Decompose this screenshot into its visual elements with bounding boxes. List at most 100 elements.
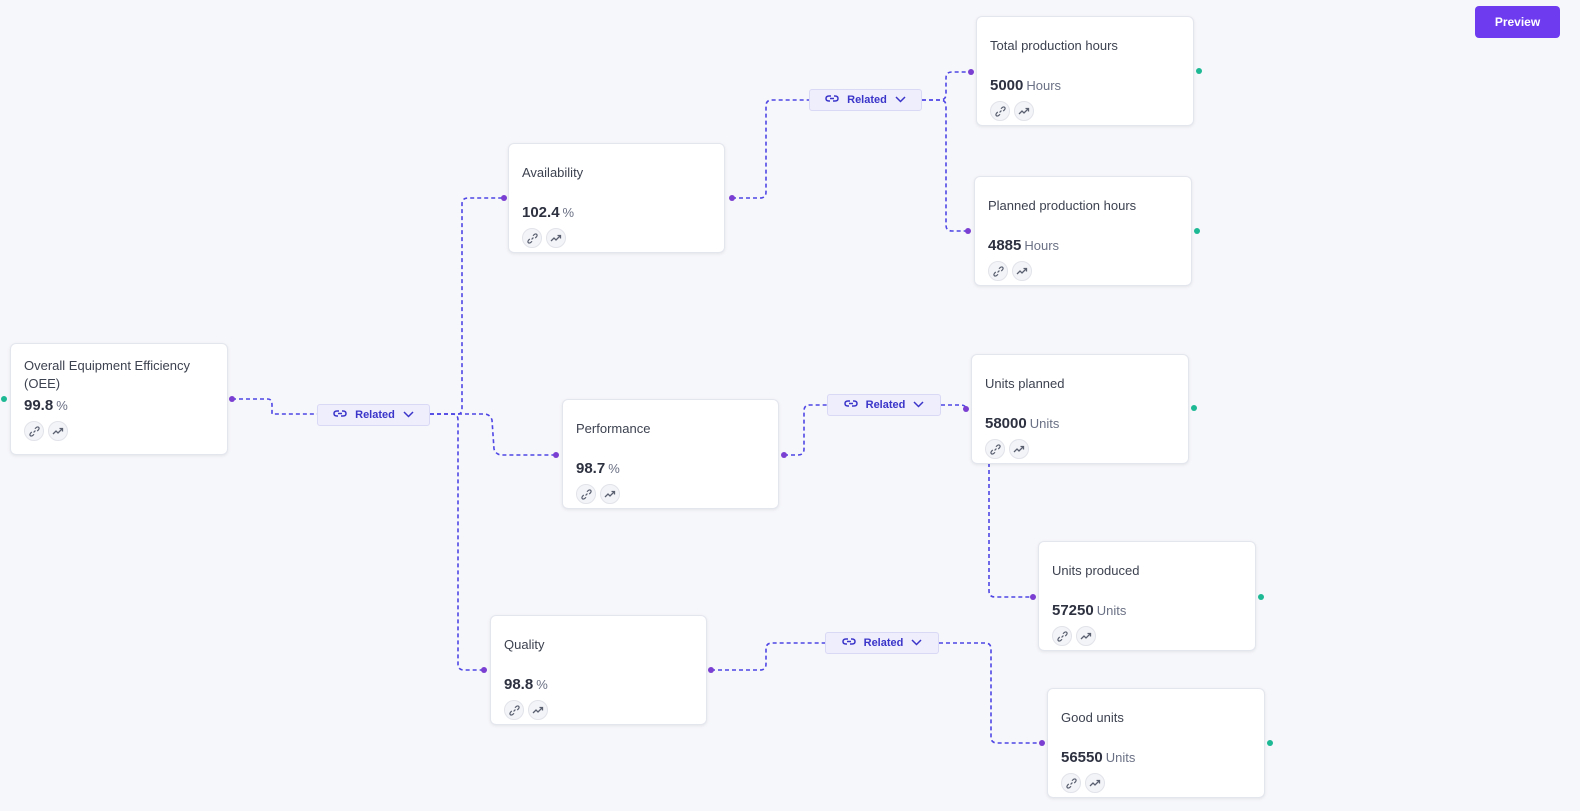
metric-title: Good units <box>1061 710 1124 725</box>
edge <box>922 71 971 101</box>
leaf-dot <box>1258 594 1264 600</box>
edge <box>988 463 1033 598</box>
metric-card[interactable]: Performance 98.7% <box>562 399 779 509</box>
output-dot <box>781 452 787 458</box>
metric-card[interactable]: Quality 98.8% <box>490 615 707 725</box>
link-icon <box>841 637 856 649</box>
related-dropdown[interactable]: Related <box>809 89 922 111</box>
input-dot <box>963 406 969 412</box>
trend-icon[interactable] <box>1012 261 1032 281</box>
link-icon <box>825 94 839 106</box>
metric-value: 56550 <box>1061 749 1103 766</box>
metric-value-row: 58000 Units <box>985 415 1176 433</box>
metric-unit: Units <box>1029 416 1060 431</box>
edge <box>430 413 484 671</box>
preview-button[interactable]: Preview <box>1475 6 1560 38</box>
metric-title: Units planned <box>985 376 1065 391</box>
related-label: Related <box>863 637 904 649</box>
input-dot <box>968 69 974 75</box>
metric-card[interactable]: Units planned 58000 Units <box>971 354 1189 464</box>
edge <box>430 197 504 415</box>
leaf-dot <box>1194 228 1200 234</box>
metric-value: 58000 <box>985 415 1027 432</box>
trend-icon[interactable] <box>600 484 620 504</box>
metric-value: 5000 <box>990 77 1024 94</box>
chevron-down-icon <box>895 94 906 106</box>
edge <box>784 404 827 456</box>
metric-value-row: 98.7% <box>576 460 766 478</box>
metric-value-row: 102.4% <box>522 204 712 222</box>
trend-icon[interactable] <box>546 228 566 248</box>
chevron-down-icon <box>911 637 922 649</box>
metric-value-row: 5000 Hours <box>990 77 1181 95</box>
link-icon[interactable] <box>988 261 1008 281</box>
trend-icon[interactable] <box>48 421 68 441</box>
metric-value: 98.8 <box>504 676 534 693</box>
related-label: Related <box>865 399 906 411</box>
link-icon[interactable] <box>990 101 1010 121</box>
trend-icon[interactable] <box>1014 101 1034 121</box>
link-icon <box>333 409 347 421</box>
output-dot <box>708 667 714 673</box>
link-icon[interactable] <box>504 700 524 720</box>
metric-value: 98.7 <box>576 460 606 477</box>
leaf-dot <box>1 396 7 402</box>
metric-card[interactable]: Planned production hours 4885 Hours <box>974 176 1192 286</box>
input-dot <box>501 195 507 201</box>
chevron-down-icon <box>403 409 414 421</box>
metric-value: 102.4 <box>522 204 560 221</box>
metric-card[interactable]: Good units 56550 Units <box>1047 688 1265 798</box>
leaf-dot <box>1191 405 1197 411</box>
link-icon[interactable] <box>1052 626 1072 646</box>
metric-unit: Hours <box>1026 78 1062 93</box>
metric-card[interactable]: Total production hours 5000 Hours <box>976 16 1194 126</box>
related-dropdown[interactable]: Related <box>317 404 430 426</box>
metric-unit: % <box>608 461 620 476</box>
related-dropdown[interactable]: Related <box>825 632 939 654</box>
edge <box>732 99 809 199</box>
metric-value: 57250 <box>1052 602 1094 619</box>
input-dot <box>1030 594 1036 600</box>
trend-icon[interactable] <box>528 700 548 720</box>
link-icon[interactable] <box>985 439 1005 459</box>
trend-icon[interactable] <box>1009 439 1029 459</box>
metric-value-row: 99.8% <box>24 397 215 415</box>
leaf-dot <box>1267 740 1273 746</box>
metric-title: Total production hours <box>990 38 1118 53</box>
metric-title: Planned production hours <box>988 198 1137 213</box>
metric-title: Units produced <box>1052 563 1140 578</box>
trend-icon[interactable] <box>1076 626 1096 646</box>
input-dot <box>965 228 971 234</box>
metric-unit: Units <box>1105 750 1136 765</box>
input-dot <box>1039 740 1045 746</box>
link-icon <box>843 399 858 411</box>
edge <box>232 398 317 415</box>
metric-unit: % <box>56 398 68 413</box>
edge <box>939 642 1042 744</box>
related-label: Related <box>847 94 887 106</box>
trend-icon[interactable] <box>1085 773 1105 793</box>
metric-card[interactable]: Units produced 57250 Units <box>1038 541 1256 651</box>
metric-title: Availability <box>522 165 584 180</box>
link-icon[interactable] <box>1061 773 1081 793</box>
related-label: Related <box>355 409 395 421</box>
metric-unit: Hours <box>1024 238 1060 253</box>
input-dot <box>481 667 487 673</box>
related-dropdown[interactable]: Related <box>827 394 941 416</box>
edge <box>711 642 825 671</box>
edge <box>430 413 556 456</box>
metric-title: Quality <box>504 637 545 652</box>
output-dot <box>229 396 235 402</box>
metric-unit: % <box>562 205 575 220</box>
metric-value-row: 57250 Units <box>1052 602 1243 620</box>
metric-card[interactable]: Overall Equipment Efficiency (OEE) 99.8% <box>10 343 228 455</box>
link-icon[interactable] <box>576 484 596 504</box>
link-icon[interactable] <box>24 421 44 441</box>
metric-card[interactable]: Availability 102.4% <box>508 143 725 253</box>
input-dot <box>553 452 559 458</box>
metric-value-row: 98.8% <box>504 676 694 694</box>
metric-value: 4885 <box>988 237 1022 254</box>
link-icon[interactable] <box>522 228 542 248</box>
metric-value: 99.8 <box>24 397 54 414</box>
